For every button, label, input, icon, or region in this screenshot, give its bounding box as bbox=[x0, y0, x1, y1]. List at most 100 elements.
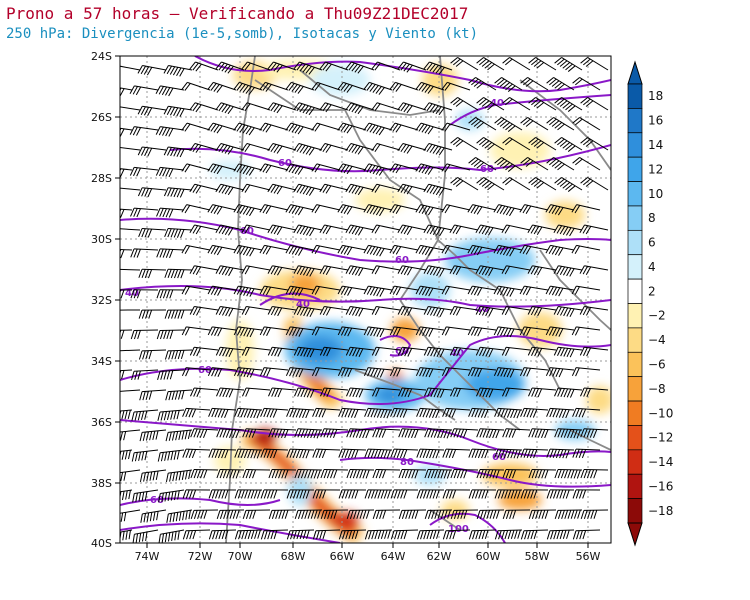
wind-barb bbox=[415, 122, 445, 135]
wind-barb bbox=[502, 428, 531, 438]
isotach-label: 40 bbox=[490, 98, 504, 109]
wind-barb bbox=[293, 61, 323, 75]
wind-barb bbox=[267, 183, 297, 195]
wind-barb bbox=[215, 183, 245, 196]
wind-barb bbox=[216, 428, 245, 439]
wind-barb bbox=[208, 407, 237, 418]
wind-barb bbox=[164, 228, 193, 239]
wind-barb bbox=[546, 489, 575, 499]
wind-barb bbox=[450, 428, 479, 438]
wind-barb bbox=[371, 224, 401, 234]
wind-barb bbox=[294, 469, 323, 479]
wind-barb bbox=[260, 407, 289, 418]
wind-barb bbox=[190, 387, 219, 397]
wind-barb bbox=[320, 387, 349, 397]
wind-barb bbox=[494, 448, 523, 459]
colorbar-segment bbox=[627, 376, 643, 402]
wind-barb bbox=[363, 285, 393, 297]
wind-barb bbox=[139, 389, 167, 401]
wind-barb bbox=[208, 489, 237, 499]
wind-barb bbox=[423, 224, 453, 237]
wind-barb bbox=[286, 529, 315, 540]
isotach-label: 100 bbox=[448, 524, 469, 535]
wind-barb bbox=[397, 102, 427, 114]
wind-barb bbox=[207, 122, 237, 134]
wind-barb bbox=[286, 448, 315, 459]
wind-barb bbox=[519, 326, 549, 336]
wind-barb bbox=[345, 143, 375, 155]
colorbar-label: 2 bbox=[648, 284, 656, 298]
wind-barb bbox=[319, 102, 349, 113]
wind-barb bbox=[371, 61, 401, 71]
wind-barb bbox=[528, 177, 557, 191]
wind-barb bbox=[389, 204, 419, 214]
wind-barb bbox=[372, 469, 401, 479]
lat-label: 40S bbox=[91, 537, 112, 550]
wind-barb bbox=[216, 509, 245, 520]
wind-barb bbox=[372, 428, 401, 438]
wind-barb bbox=[259, 163, 289, 174]
wind-barb bbox=[528, 469, 557, 479]
wind-barb bbox=[337, 285, 367, 296]
wind-barb bbox=[338, 529, 367, 540]
wind-barb bbox=[215, 61, 245, 74]
wind-barb bbox=[475, 305, 505, 317]
wind-barb bbox=[285, 81, 315, 94]
wind-barb bbox=[337, 204, 367, 215]
wind-barb bbox=[242, 428, 271, 438]
wind-barb bbox=[156, 329, 185, 340]
wind-barb bbox=[397, 143, 427, 154]
wind-barb bbox=[441, 326, 471, 336]
wind-barb bbox=[398, 387, 427, 398]
wind-barb bbox=[580, 509, 609, 520]
wind-barb bbox=[259, 285, 289, 296]
colorbar-label: −12 bbox=[648, 431, 673, 445]
wind-barb bbox=[234, 407, 263, 419]
wind-barb bbox=[423, 265, 453, 277]
wind-barb bbox=[233, 326, 263, 338]
wind-barb bbox=[312, 448, 341, 459]
wind-barb bbox=[441, 81, 471, 91]
colorbar-segment bbox=[627, 132, 643, 158]
colorbar-label: 10 bbox=[648, 187, 663, 201]
wind-barb bbox=[163, 146, 193, 158]
wind-barb bbox=[293, 183, 323, 196]
wind-barb bbox=[158, 529, 185, 543]
wind-barb bbox=[502, 509, 531, 520]
wind-barb bbox=[554, 97, 583, 112]
wind-barb bbox=[450, 57, 479, 71]
wind-barb bbox=[259, 326, 289, 336]
wind-barb bbox=[553, 346, 583, 358]
wind-barb bbox=[423, 61, 453, 75]
wind-barb bbox=[572, 77, 601, 91]
wind-barb bbox=[345, 265, 375, 277]
wind-barb bbox=[580, 469, 609, 479]
lon-label: 56W bbox=[576, 550, 601, 563]
wind-barb bbox=[571, 285, 601, 295]
wind-barb bbox=[546, 117, 575, 131]
wind-barb bbox=[467, 244, 497, 256]
colorbar-label: 14 bbox=[648, 138, 663, 152]
lon-label: 70W bbox=[228, 550, 253, 563]
wind-barb bbox=[138, 309, 167, 319]
colorbar-segment bbox=[627, 425, 643, 451]
colorbar-label: −10 bbox=[648, 406, 673, 420]
wind-barb bbox=[130, 329, 159, 340]
wind-barb bbox=[241, 346, 271, 356]
wind-barb bbox=[345, 61, 375, 74]
wind-barb bbox=[268, 428, 297, 439]
wind-barb bbox=[320, 469, 349, 479]
wind-barb bbox=[371, 143, 401, 153]
wind-barb bbox=[467, 367, 497, 377]
wind-barb bbox=[424, 469, 453, 479]
wind-barb bbox=[131, 409, 159, 421]
wind-barb bbox=[182, 448, 211, 459]
wind-barb bbox=[259, 244, 289, 255]
wind-barb bbox=[190, 509, 219, 520]
wind-barb bbox=[267, 143, 297, 154]
wind-barb bbox=[181, 122, 211, 132]
wind-barb bbox=[182, 529, 211, 540]
wind-barb bbox=[450, 387, 479, 397]
wind-barb bbox=[468, 117, 497, 131]
wind-barb bbox=[242, 509, 271, 520]
